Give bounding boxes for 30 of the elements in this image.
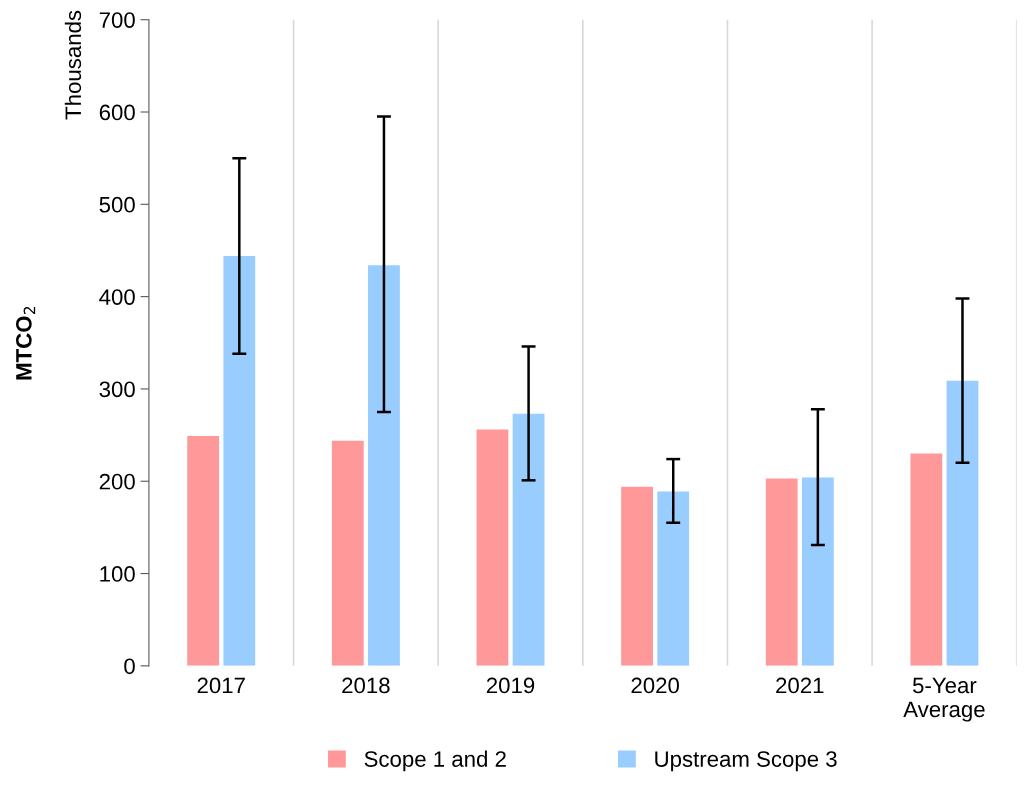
bar [368,265,400,666]
bar [657,491,690,666]
y-axis-title: MTCO$_{2}$ [15,306,36,380]
bar [476,429,509,666]
y-tick-label: 600 [99,104,135,121]
bar [621,486,653,666]
bar [765,478,798,666]
legend-label: Upstream Scope 3 [655,751,837,772]
y-tick-label: 500 [99,196,135,213]
x-tick-label: 5-Year Average [903,677,985,722]
y-tick-label: 100 [100,566,135,582]
legend-label: Scope 1 and 2 [364,750,506,772]
x-tick-label: 2020 [631,677,679,694]
y-tick-label: 700 [99,12,135,28]
x-tick-label: 2021 [776,677,824,694]
x-tick-label: 2018 [342,677,390,694]
y-tick-label: 400 [99,289,135,305]
x-tick-label: 2019 [486,677,535,694]
y-tick-label: 300 [99,381,135,398]
bar [801,477,834,666]
bar [946,380,979,666]
y-tick-label: 0 [124,658,135,675]
y-tick-label: 200 [99,473,135,490]
text: Thousands [64,10,82,120]
bar [512,413,545,666]
bar [331,440,364,666]
bar [910,453,943,666]
x-tick-label: 2017 [197,677,245,694]
bar [223,256,256,666]
bar [187,436,220,666]
